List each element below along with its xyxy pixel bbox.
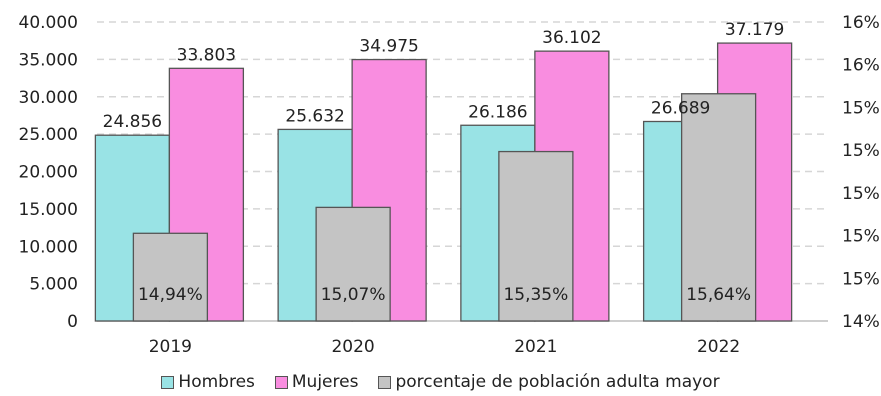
y-axis-right: 14% 15% 15% 15% 15% 15% 16% 16% [842,13,880,332]
x-tick-label: 2021 [514,337,557,357]
legend-label-mujeres: Mujeres [291,372,359,392]
y-left-tick-label: 20.000 [19,163,78,183]
chart: 0 5.000 10.000 15.000 20.000 25.000 30.000 35.0… [19,13,880,357]
y-right-tick-label: 16% [842,56,880,76]
bar-porcentaje-2019 [132,232,209,322]
legend-label-porcentaje: porcentaje de población adulta mayor [395,372,720,392]
data-label-hombres-2020: 25.632 [285,106,344,126]
legend-swatch-hombres [161,375,175,389]
x-tick-label: 2019 [149,337,192,357]
legend-item-hombres: Hombres [161,372,255,392]
y-right-tick-label: 16% [842,13,880,33]
data-label-porcentaje-2019: 14,94% [138,285,203,305]
y-right-tick-label: 15% [842,184,880,204]
y-left-tick-label: 15.000 [19,200,78,220]
y-left-tick-label: 0 [67,312,78,332]
data-label-porcentaje-2021: 15,35% [503,285,568,305]
x-tick-label: 2022 [697,337,740,357]
y-left-tick-label: 10.000 [19,237,78,257]
x-tick-label: 2020 [331,337,374,357]
x-axis: 2019 2020 2021 2022 [149,337,741,357]
y-right-tick-label: 15% [842,141,880,161]
y-right-tick-label: 15% [842,227,880,247]
legend-swatch-porcentaje [378,375,392,389]
data-label-mujeres-2022: 37.179 [725,20,784,40]
data-label-porcentaje-2020: 15,07% [321,285,386,305]
data-label-hombres-2022: 26.689 [651,98,710,118]
y-left-tick-label: 40.000 [19,13,78,33]
y-axis-left: 0 5.000 10.000 15.000 20.000 25.000 30.000 35.0… [19,13,78,332]
legend-item-mujeres: Mujeres [274,372,359,392]
legend-label-hombres: Hombres [178,372,255,392]
legend-item-porcentaje: porcentaje de población adulta mayor [378,372,720,392]
y-left-tick-label: 35.000 [19,50,78,70]
data-label-hombres-2021: 26.186 [468,102,527,122]
legend: Hombres Mujeres porcentaje de población … [0,368,881,396]
data-label-mujeres-2020: 34.975 [359,37,418,57]
bar-porcentaje-2020 [315,206,391,322]
data-label-mujeres-2021: 36.102 [542,28,601,48]
y-left-tick-label: 30.000 [19,88,78,108]
legend-swatch-mujeres [274,375,288,389]
y-left-tick-label: 25.000 [19,125,78,145]
bar-porcentaje-2021 [498,150,574,322]
data-label-mujeres-2019: 33.803 [177,45,236,65]
y-right-tick-label: 15% [842,269,880,289]
data-label-porcentaje-2022: 15,64% [686,285,751,305]
data-label-hombres-2019: 24.856 [103,112,162,132]
y-right-tick-label: 14% [842,312,880,332]
y-left-tick-label: 5.000 [29,275,78,295]
bar-porcentaje-2022 [680,93,757,322]
bars: 24.856 33.803 14,94% 25.632 34.975 15,07% 26.1… [94,20,793,322]
y-right-tick-label: 15% [842,98,880,118]
